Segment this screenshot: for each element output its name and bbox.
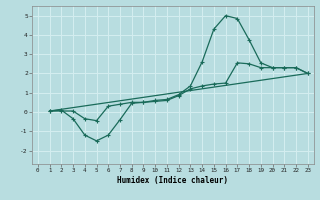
X-axis label: Humidex (Indice chaleur): Humidex (Indice chaleur) xyxy=(117,176,228,185)
